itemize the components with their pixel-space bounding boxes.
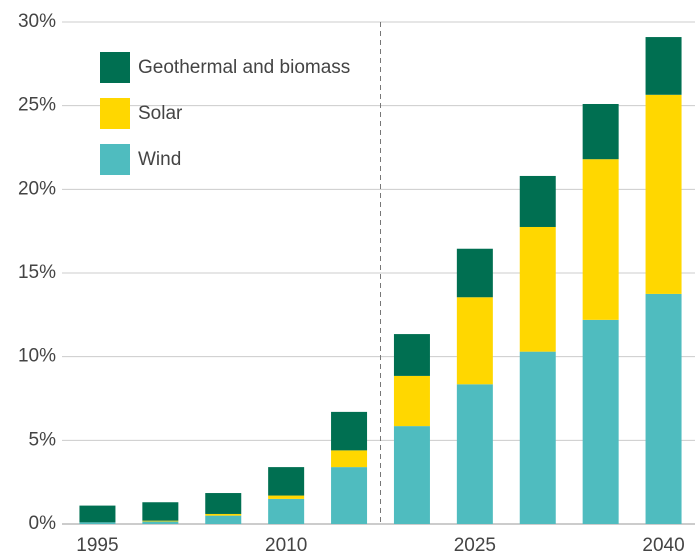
y-tick-label: 25% xyxy=(18,95,56,116)
legend-swatch xyxy=(100,52,130,83)
bar-segment xyxy=(205,513,242,516)
bar-segment xyxy=(456,297,493,385)
bar-segment xyxy=(645,37,682,95)
bar-segment xyxy=(79,522,116,524)
y-tick-label: 10% xyxy=(18,346,56,367)
bar-segment xyxy=(331,467,368,524)
bar-segment xyxy=(142,521,179,524)
bar-segment xyxy=(393,375,430,427)
bar-segment xyxy=(331,411,368,451)
legend-label: Geothermal and biomass xyxy=(138,57,350,78)
bar-segment xyxy=(645,293,682,524)
bar-segment xyxy=(393,426,430,524)
y-tick-label: 5% xyxy=(29,429,57,450)
y-tick-label: 30% xyxy=(18,11,56,32)
legend-label: Wind xyxy=(138,149,181,170)
bar-segment xyxy=(205,493,242,514)
bar-segment xyxy=(456,248,493,298)
bar-segment xyxy=(519,175,556,227)
bar-segment xyxy=(645,94,682,294)
y-tick-label: 20% xyxy=(18,178,56,199)
x-tick-label: 2040 xyxy=(642,535,684,556)
x-tick-label: 1995 xyxy=(76,535,118,556)
bar-segment xyxy=(456,384,493,524)
bar-segment xyxy=(205,515,242,524)
bar-segment xyxy=(142,520,179,522)
bar-segment xyxy=(331,450,368,468)
y-tick-label: 0% xyxy=(29,513,57,534)
bar-segment xyxy=(268,495,305,499)
legend-swatch xyxy=(100,98,130,129)
y-tick-label: 15% xyxy=(18,262,56,283)
bar-segment xyxy=(393,334,430,376)
legend-label: Solar xyxy=(138,103,183,124)
bar-segment xyxy=(519,226,556,352)
bar-segment xyxy=(268,467,305,496)
bar-segment xyxy=(142,502,179,521)
bar-segment xyxy=(582,159,619,320)
bar-segment xyxy=(582,103,619,160)
legend-swatch xyxy=(100,144,130,175)
x-tick-label: 2025 xyxy=(454,535,496,556)
bar-segment xyxy=(582,319,619,524)
bar-segment xyxy=(268,498,305,524)
bar-segment xyxy=(519,351,556,524)
bar-segment xyxy=(79,505,116,523)
x-tick-label: 2010 xyxy=(265,535,307,556)
